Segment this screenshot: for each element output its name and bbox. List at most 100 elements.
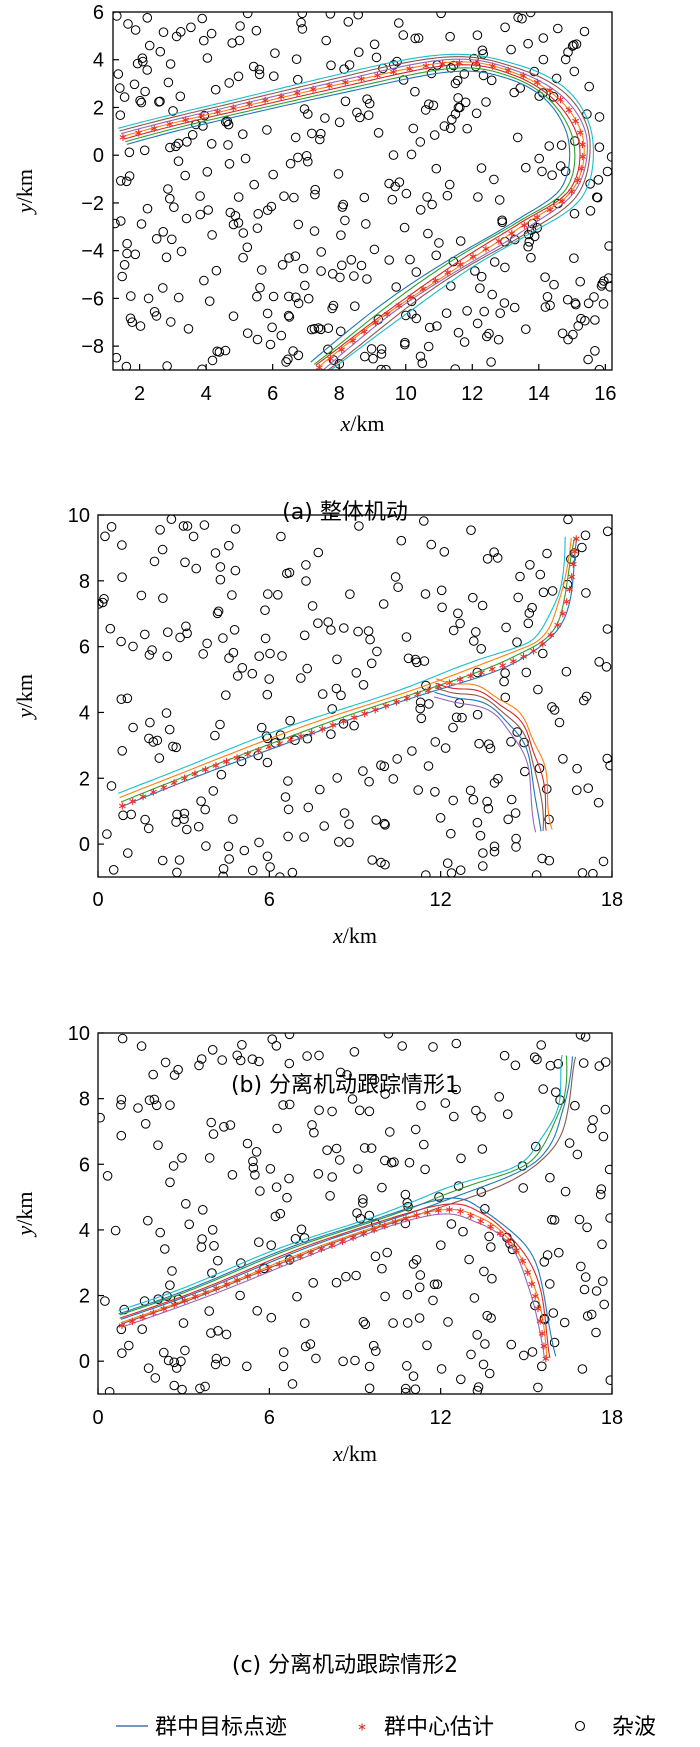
centroid-marker — [229, 104, 237, 112]
clutter-point — [421, 870, 431, 877]
clutter-point — [142, 12, 153, 23]
clutter-point — [523, 618, 534, 629]
clutter-point — [533, 684, 543, 695]
clutter-point — [584, 81, 595, 92]
clutter-point — [484, 1231, 494, 1242]
clutter-point — [500, 22, 510, 33]
target-track — [119, 1203, 551, 1358]
clutter-point — [604, 241, 612, 251]
clutter-point — [175, 91, 186, 102]
clutter-point — [524, 608, 535, 618]
clutter-point — [296, 1224, 307, 1235]
clutter-point — [206, 139, 217, 149]
clutter-point — [315, 784, 325, 795]
centroid-marker — [488, 665, 496, 673]
clutter-point — [494, 1092, 505, 1102]
clutter-point — [148, 737, 159, 747]
clutter-point — [239, 845, 250, 856]
clutter-point — [172, 867, 182, 877]
caption-a: (a) 整体机动 — [282, 500, 408, 525]
clutter-point — [408, 123, 419, 134]
clutter-point — [235, 21, 245, 31]
clutter-point — [163, 184, 173, 194]
clutter-point — [224, 159, 235, 169]
centroid-marker — [538, 1329, 546, 1338]
clutter-points — [113, 12, 612, 370]
clutter-point — [116, 1094, 127, 1105]
clutter-point — [435, 813, 446, 823]
clutter-point — [499, 298, 510, 308]
clutter-point — [210, 1359, 221, 1370]
clutter-point — [520, 766, 530, 777]
clutter-point — [476, 1112, 486, 1122]
clutter-point — [116, 176, 126, 186]
clutter-point — [506, 794, 517, 805]
clutter-point — [481, 97, 491, 107]
clutter-point — [256, 722, 267, 733]
clutter-point — [489, 841, 500, 852]
clutter-point — [337, 202, 348, 212]
clutter-point — [391, 282, 402, 292]
clutter-point — [268, 169, 279, 180]
centroid-marker — [118, 802, 126, 810]
clutter-point — [419, 1139, 429, 1150]
clutter-point — [323, 344, 333, 355]
clutter-point — [544, 855, 555, 866]
clutter-point — [199, 35, 209, 46]
clutter-point — [266, 1312, 277, 1323]
clutter-point — [115, 83, 125, 93]
clutter-point — [266, 1240, 277, 1250]
clutter-point — [187, 130, 198, 140]
clutter-point — [400, 337, 410, 348]
plot-area — [98, 1033, 612, 1394]
clutter-point — [479, 1266, 489, 1277]
clutter-point — [545, 1279, 555, 1289]
clutter-point — [213, 1326, 223, 1336]
clutter-point — [169, 1357, 179, 1368]
centroid-marker — [166, 120, 174, 128]
clutter-point — [200, 1381, 210, 1392]
centroid-marker — [406, 65, 414, 73]
x-tick-label: 4 — [201, 383, 212, 405]
centroid-estimates — [119, 59, 587, 370]
clutter-point — [405, 254, 415, 265]
clutter-point — [293, 74, 303, 85]
clutter-point — [378, 599, 389, 609]
clutter-point — [547, 1214, 557, 1225]
clutter-point — [556, 140, 567, 150]
clutter-point — [560, 54, 571, 65]
clutter-point — [571, 299, 581, 310]
clutter-point — [446, 828, 456, 839]
clutter-point — [462, 306, 472, 316]
clutter-point — [303, 156, 313, 167]
clutter-point — [406, 149, 417, 160]
clutter-point — [591, 1286, 602, 1296]
centroid-marker — [327, 355, 334, 363]
centroid-marker — [576, 129, 584, 137]
clutter-point — [577, 868, 588, 877]
clutter-point — [594, 112, 605, 122]
clutter-point — [253, 1237, 264, 1247]
centroid-marker — [519, 1257, 527, 1265]
y-tick-label: 6 — [79, 637, 90, 659]
clutter-point — [181, 1199, 191, 1209]
clutter-point — [582, 1222, 592, 1233]
clutter-point — [230, 565, 241, 576]
clutter-point — [199, 275, 209, 286]
clutter-point — [362, 274, 372, 284]
clutter-point — [218, 864, 229, 874]
clutter-point — [487, 1273, 497, 1284]
clutter-point — [313, 323, 324, 333]
centroid-marker — [361, 710, 369, 718]
clutter-point — [207, 230, 217, 240]
clutter-point — [186, 22, 196, 33]
centroid-marker — [531, 1292, 539, 1300]
panel-c: 0 6 12 18 0 2 4 6 8 10 x/km y/km — [12, 1023, 623, 1466]
clutter-point — [208, 1129, 219, 1139]
clutter-point — [166, 317, 176, 327]
clutter-point — [497, 217, 508, 227]
clutter-point — [403, 653, 414, 664]
clutter-point — [471, 1105, 481, 1116]
clutter-point — [538, 587, 549, 598]
clutter-point — [145, 717, 155, 728]
